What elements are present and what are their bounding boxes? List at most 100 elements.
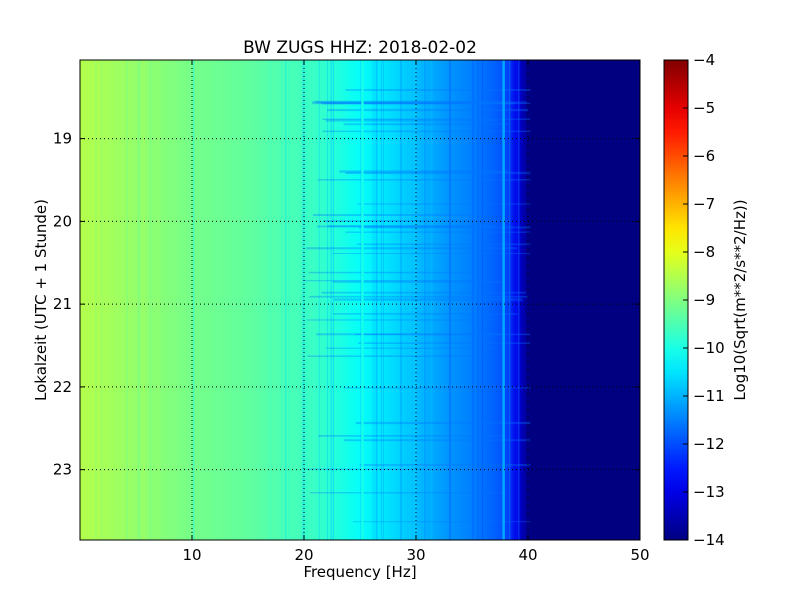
spectrogram-vertical-streak: [113, 60, 115, 540]
colorbar: −4 −5 −6 −7 −8 −9 −10 −11 −12 −13 −14 Log10(Sqrt(m…: [663, 51, 749, 549]
spectrogram-vertical-streak: [157, 60, 160, 540]
spectrogram-horizontal-streak: [325, 119, 498, 122]
spectrogram-vertical-streak: [268, 60, 271, 540]
spectrogram-horizontal-streak: [345, 89, 539, 91]
spectrogram-vertical-streak: [258, 60, 260, 540]
spectrogram-horizontal-streak: [307, 355, 491, 358]
spectrogram-vertical-streak: [246, 60, 247, 540]
spectrogram-horizontal-streak: [333, 298, 523, 301]
colorbar-tick-label: −11: [693, 387, 725, 405]
chart-title: BW ZUGS HHZ: 2018-02-02: [243, 38, 477, 58]
spectrogram-horizontal-streak: [358, 226, 532, 229]
spectrogram-vertical-streak: [409, 60, 410, 540]
spectrogram-vertical-streak: [477, 60, 479, 540]
y-tick-label: 19: [53, 130, 72, 148]
spectrogram-vertical-streak: [351, 60, 353, 540]
spectrogram-horizontal-streak: [357, 203, 543, 205]
spectrogram-vertical-streak: [94, 60, 96, 540]
spectrogram-vertical-streak: [192, 60, 194, 540]
spectrogram-vertical-streak: [383, 60, 384, 540]
colorbar-tick-label: −12: [693, 435, 725, 453]
spectrogram-vertical-streak: [282, 60, 285, 540]
x-tick-label: 20: [294, 546, 313, 564]
spectrogram-vertical-streak: [518, 60, 520, 540]
colorbar-tick-label: −14: [693, 531, 725, 549]
x-tick-label: 40: [518, 546, 537, 564]
colorbar-tick-label: −4: [693, 51, 715, 69]
spectrogram-vertical-streak: [101, 60, 103, 540]
spectrogram-horizontal-streak: [305, 247, 518, 250]
spectrogram-vertical-streak: [306, 60, 308, 540]
spectrogram-vertical-streak: [138, 60, 140, 540]
spectrogram-vertical-streak: [94, 60, 97, 540]
spectrogram-vertical-streak: [375, 60, 378, 540]
spectrogram-vertical-streak: [285, 60, 287, 540]
spectrogram-horizontal-streak: [355, 421, 549, 425]
spectrogram-horizontal-streak: [315, 101, 527, 104]
colorbar-tick-label: −13: [693, 483, 725, 501]
spectrogram-vertical-streak: [449, 60, 452, 540]
spectrogram-horizontal-streak: [321, 102, 516, 105]
spectrogram-vertical-streak: [409, 60, 411, 540]
spectrogram-vertical-streak: [143, 60, 145, 540]
spectrogram-vertical-streak: [196, 60, 198, 540]
spectrogram-horizontal-streak: [317, 179, 534, 181]
spectrogram-horizontal-streak: [356, 243, 531, 246]
spectrogram-horizontal-streak: [358, 342, 561, 344]
spectrogram-horizontal-streak: [323, 102, 538, 105]
spectrogram-vertical-streak: [207, 60, 210, 540]
spectrogram-vertical-streak: [190, 60, 192, 540]
spectrogram-vertical-streak: [143, 60, 145, 540]
spectrogram-vertical-streak: [516, 60, 518, 540]
colorbar-tick-label: −7: [693, 195, 715, 213]
x-axis: 10 20 30 40 50: [182, 60, 650, 564]
spectrogram-vertical-streak: [112, 60, 115, 540]
plot-frame: [79, 59, 641, 541]
colorbar-tick-label: −9: [693, 291, 715, 309]
spectrogram-horizontal-streak: [333, 313, 518, 315]
spectrogram-horizontal-streak: [332, 280, 502, 283]
colorbar-tick-label: −5: [693, 99, 715, 117]
spectrogram-vertical-streak: [150, 60, 151, 540]
spectrogram-horizontal-streak: [355, 333, 573, 336]
spectrogram-vertical-streak: [380, 60, 382, 540]
spectrogram-vertical-streak: [413, 60, 415, 540]
y-tick-label: 22: [53, 378, 72, 396]
spectrogram-vertical-streak: [280, 60, 282, 540]
colorbar-tick-label: −6: [693, 147, 715, 165]
spectral-line-mark: [502, 60, 505, 540]
y-axis-label: Lokalzeit (UTC + 1 Stunde): [32, 199, 50, 401]
spectrogram-horizontal-streak: [332, 252, 533, 255]
spectrogram-horizontal-streak: [343, 439, 547, 442]
spectrogram-vertical-streak: [281, 60, 282, 540]
colorbar-tick-label: −8: [693, 243, 715, 261]
spectrogram-horizontal-streak: [309, 492, 506, 494]
spectrogram-horizontal-streak: [327, 108, 529, 112]
spectrogram-vertical-streak: [301, 60, 303, 540]
y-tick-label: 23: [53, 461, 72, 479]
spectrogram-vertical-streak: [424, 60, 426, 540]
spectrogram-vertical-streak: [472, 60, 474, 540]
y-axis: 19 20 21 22 23: [53, 130, 640, 479]
spectrogram-vertical-streak: [430, 60, 433, 540]
colorbar-label: Log10(Sqrt(m**2/s**2/Hz)): [731, 199, 749, 400]
spectrogram-vertical-streak: [504, 60, 507, 540]
spectrogram-vertical-streak: [332, 60, 334, 540]
spectrogram-vertical-streak: [372, 60, 374, 540]
spectrogram-horizontal-streak: [345, 231, 538, 233]
colorbar-ticks: −4 −5 −6 −7 −8 −9 −10 −11 −12 −13 −14: [683, 51, 725, 549]
spectrogram-horizontal-streak: [321, 291, 527, 294]
spectrogram-vertical-streak: [374, 60, 376, 540]
spectrogram-vertical-streak: [125, 60, 127, 540]
x-axis-label: Frequency [Hz]: [303, 563, 416, 581]
spectrogram-vertical-streak: [360, 60, 361, 540]
spectrogram-horizontal-streak: [316, 333, 502, 336]
spectrogram-vertical-streak: [287, 60, 290, 540]
spectrogram-vertical-streak: [318, 60, 320, 540]
spectrogram-horizontal-streak: [304, 280, 488, 282]
spectrogram-horizontal-streak: [309, 295, 528, 298]
spectrogram-vertical-streak: [449, 60, 451, 540]
spectrogram-vertical-streak: [508, 60, 511, 540]
